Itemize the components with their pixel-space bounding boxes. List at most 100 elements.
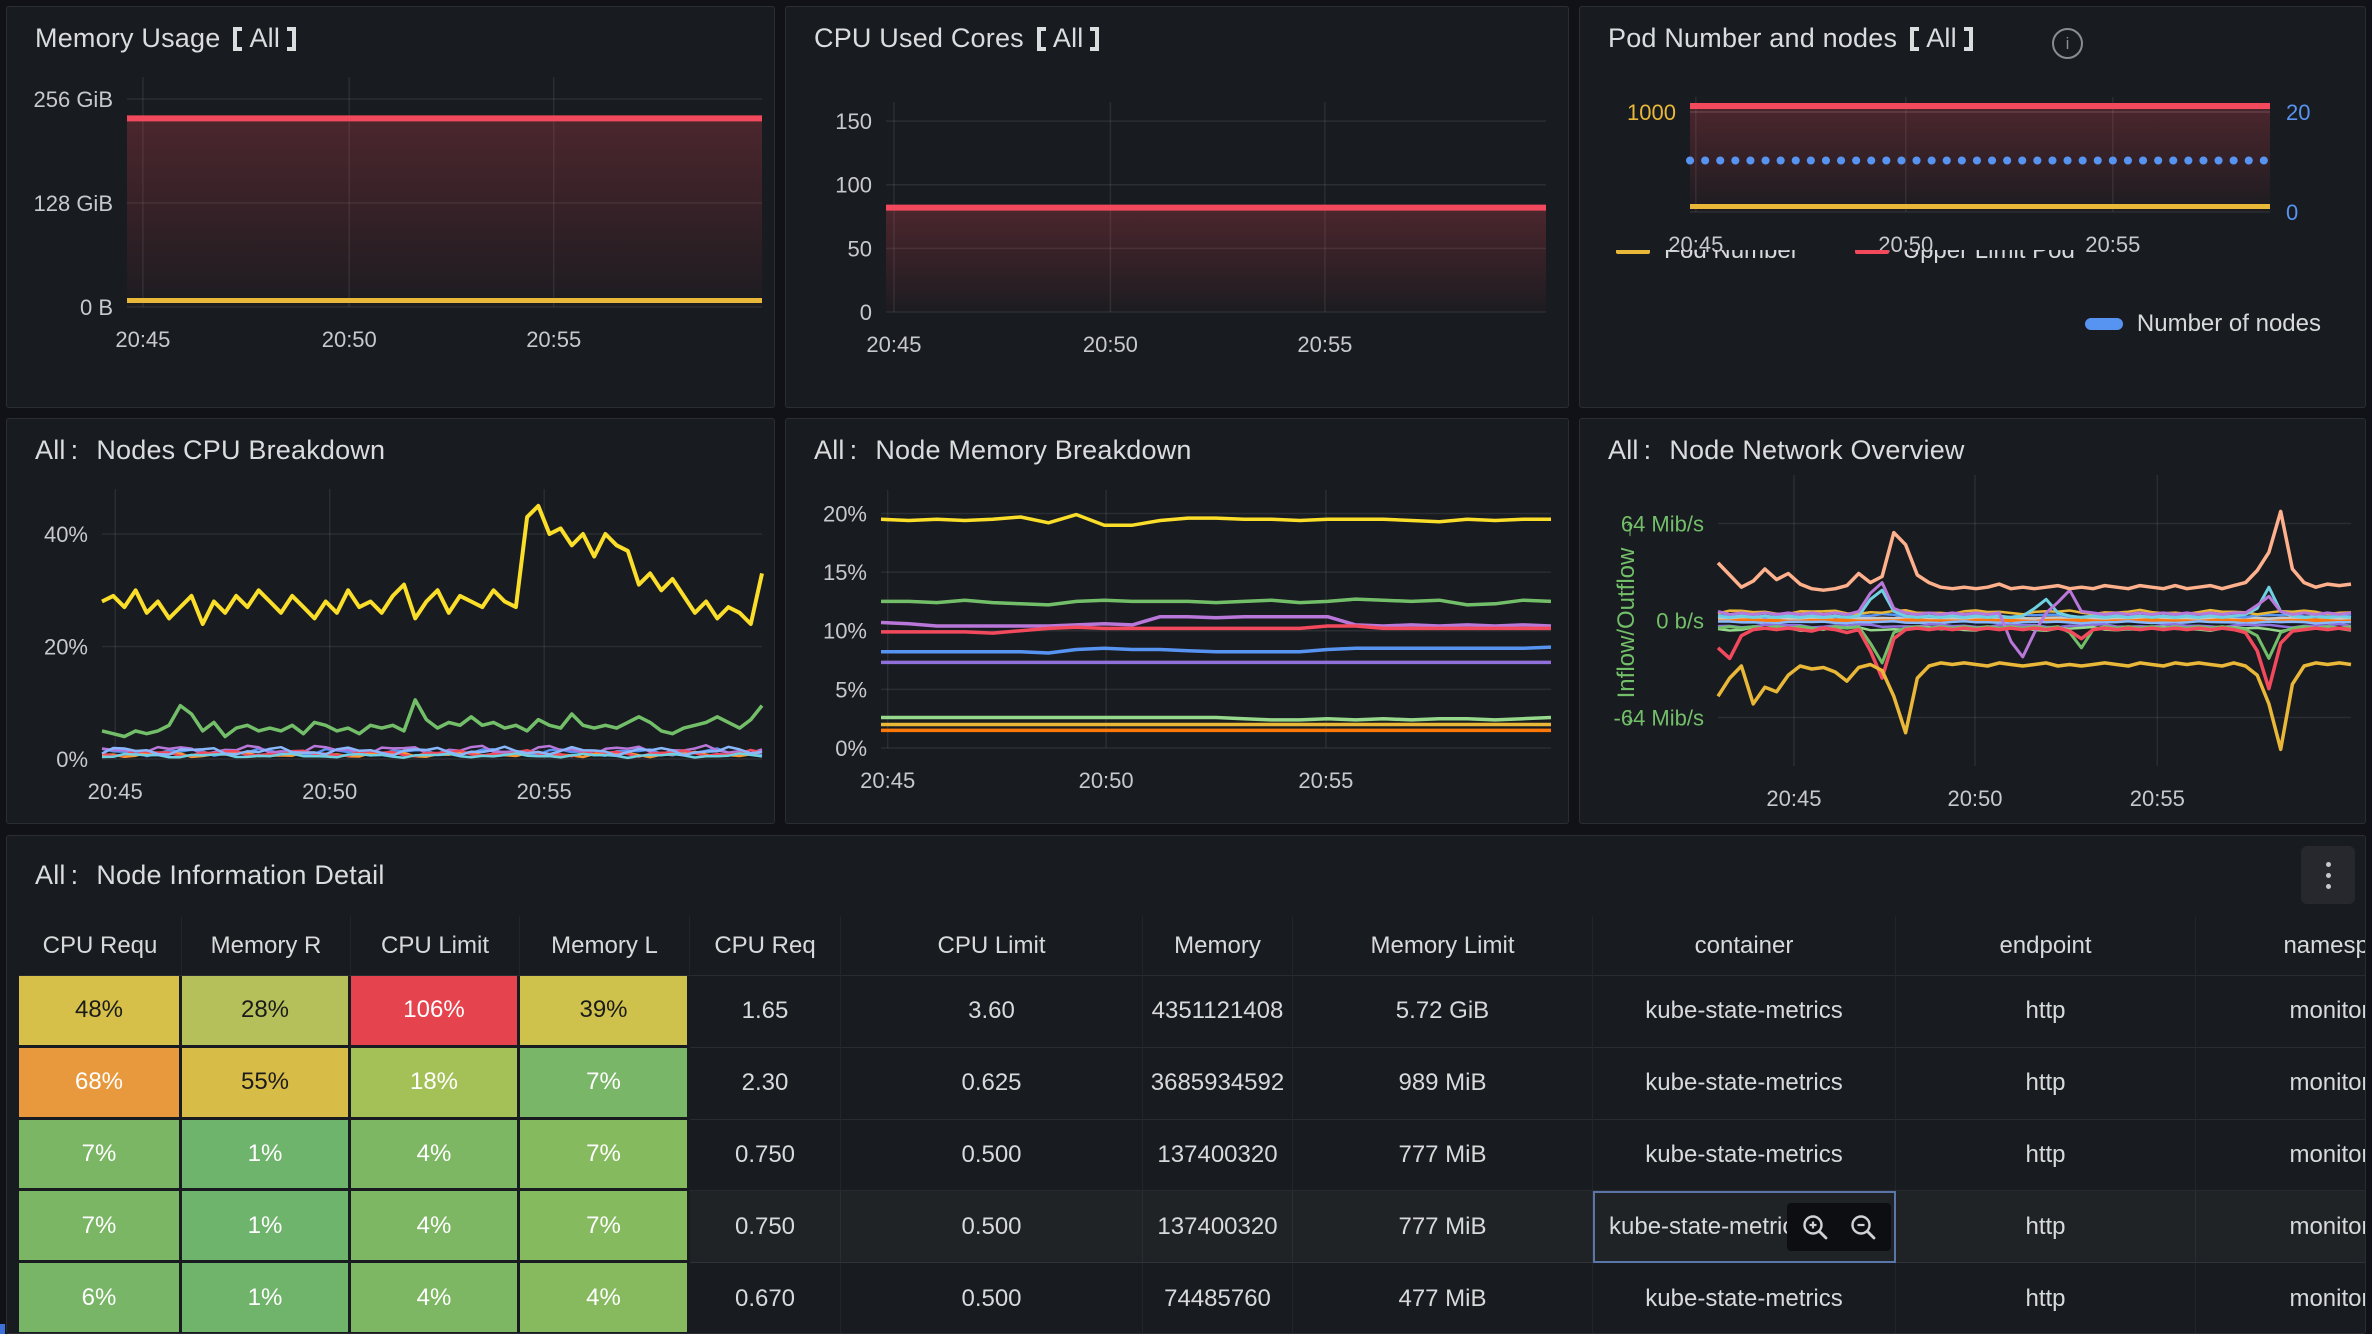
x-axis-tick-label: 20:50	[1079, 768, 1134, 793]
panel-memory-usage: Memory Usage All 256 GiB 128 GiB 0 B 20:45 2…	[6, 6, 775, 408]
column-header[interactable]: CPU Limit	[841, 916, 1143, 976]
memory-usage-chart[interactable]: 256 GiB 128 GiB 0 B20:45 20:50 20:55	[7, 7, 775, 408]
series-line	[881, 597, 1552, 607]
series-line	[101, 752, 763, 760]
x-axis-tick-label: 20:55	[2130, 786, 2185, 811]
scrollbar-fragment[interactable]	[0, 1324, 5, 1334]
title-prefix: All	[1608, 435, 1639, 465]
panel-title-text: Node Information Detail	[96, 860, 385, 890]
percent-cell: 1%	[182, 1119, 351, 1192]
cpu-used-chart[interactable]: 150 100 50 0 20:45 20:50 20:55	[786, 7, 1569, 408]
legend-color-dash	[1616, 250, 1650, 254]
column-header[interactable]: Memory R	[182, 916, 351, 976]
panel-title-node-table[interactable]: All : Node Information Detail	[35, 860, 385, 891]
table-cell: monitoring	[2196, 1263, 2365, 1333]
panel-title-network[interactable]: All : Node Network Overview	[1608, 435, 1965, 466]
series-line	[881, 645, 1552, 655]
legend-item[interactable]: Upper Limit Pod	[1854, 250, 2075, 265]
kebab-menu-icon[interactable]	[2301, 846, 2355, 904]
table-cell: 777 MiB	[1293, 1191, 1593, 1264]
x-axis-tick-label: 20:45	[866, 332, 921, 357]
table-cell: 137400320	[1143, 1119, 1293, 1192]
column-header[interactable]: Memory Limit	[1293, 916, 1593, 976]
kebab-dot	[2325, 872, 2331, 878]
table-header-row: CPU Requ Memory R CPU Limit Memory L CPU Req…	[19, 916, 2365, 976]
series-line	[101, 698, 764, 739]
column-header[interactable]: Memory L	[520, 916, 690, 976]
legend-label: Upper Limit Pod	[1902, 250, 2075, 264]
panel-title-memory-usage[interactable]: Memory Usage All	[35, 23, 297, 54]
panel-node-information-detail: All : Node Information Detail CPU Requ Me…	[6, 835, 2366, 1334]
column-header[interactable]: CPU Requ	[19, 916, 182, 976]
memory-breakdown-chart[interactable]: 20% 15% 10% 5% 0% 20:45 20:50 20:55	[786, 419, 1569, 824]
series-line	[1716, 661, 2352, 752]
percent-cell: 55%	[182, 1047, 351, 1120]
y-axis-tick-label: 15%	[823, 560, 867, 585]
legend-item[interactable]: Pod Number	[1616, 250, 1799, 265]
bracket-right-icon	[287, 26, 297, 51]
table-cell: 477 MiB	[1293, 1263, 1593, 1333]
column-header[interactable]: container	[1593, 916, 1896, 976]
table-cell: kube-state-metrics	[1593, 1047, 1896, 1120]
info-icon[interactable]: i	[2052, 28, 2083, 59]
table-cell: http	[1896, 1119, 2196, 1192]
y-axis-tick-label: 128 GiB	[34, 191, 114, 216]
x-axis-tick-label: 20:55	[517, 779, 572, 804]
table-cell: 0.750	[690, 1119, 841, 1192]
panel-title-cpu-breakdown[interactable]: All : Nodes CPU Breakdown	[35, 435, 385, 466]
bracket-left-icon	[1036, 26, 1046, 51]
percent-cell: 7%	[520, 1119, 690, 1192]
series-fill	[886, 207, 1546, 312]
x-axis-tick-label: 20:50	[1947, 786, 2002, 811]
series-line	[1717, 585, 2352, 619]
kebab-dot	[2325, 883, 2331, 889]
percent-cell: 18%	[351, 1047, 520, 1120]
panel-title-memory-breakdown[interactable]: All : Node Memory Breakdown	[814, 435, 1192, 466]
x-axis-tick-label: 20:50	[322, 327, 377, 352]
y-axis-tick-label: 0 B	[80, 295, 113, 320]
bracket-text: All	[1052, 23, 1084, 53]
cpu-breakdown-chart[interactable]: 40% 20% 0%20:45 20:50 20:55	[7, 419, 775, 824]
zoom-out-icon[interactable]	[1848, 1212, 1878, 1242]
column-header[interactable]: CPU Limit	[351, 916, 520, 976]
y-axis-tick-label: 0%	[835, 736, 867, 761]
column-header[interactable]: Memory	[1143, 916, 1293, 976]
bracket-left-icon	[233, 26, 243, 51]
panel-title-cpu-used[interactable]: CPU Used Cores All	[814, 23, 1100, 54]
legend-color-dash	[1854, 250, 1889, 254]
table-cell: monitoring	[2196, 1191, 2365, 1264]
y-axis-tick-label: 0	[860, 300, 872, 325]
x-axis-tick-label: 20:45	[860, 768, 915, 793]
inflow-outflow-axis-label: ← Inflow/Outflow →	[1613, 516, 1640, 730]
cell-filter-toolbar	[1787, 1202, 1891, 1251]
legend-label[interactable]: Number of nodes	[2136, 310, 2321, 337]
percent-cell: 4%	[351, 1191, 520, 1264]
column-header[interactable]: endpoint	[1896, 916, 2196, 976]
panel-title-pod-nodes[interactable]: Pod Number and nodes All	[1608, 23, 1973, 54]
panel-nodes-cpu-breakdown: All : Nodes CPU Breakdown 40% 20% 0% 20:45 2…	[6, 418, 775, 824]
y-axis-tick-label: 1000	[1627, 100, 1676, 125]
y-axis-tick-label: 0 b/s	[1656, 609, 1704, 634]
series-line	[1716, 626, 2352, 691]
column-header[interactable]: CPU Req	[690, 916, 841, 976]
x-axis-tick-label: 20:50	[302, 779, 357, 804]
y-axis-tick-label: 20%	[823, 501, 867, 526]
network-chart[interactable]: 64 Mib/s 0 b/s -64 Mib/s 20:45 20:50 20:55	[1580, 419, 2366, 824]
percent-cell: 6%	[19, 1263, 182, 1333]
title-colon: :	[1643, 435, 1652, 465]
series-line	[101, 503, 764, 626]
column-header[interactable]: namespace	[2196, 916, 2365, 976]
series-line	[1717, 581, 2352, 659]
percent-cell: 1%	[182, 1191, 351, 1264]
table-cell[interactable]: kube-state-metrics	[1593, 1191, 1896, 1264]
panel-title-text: Pod Number and nodes	[1608, 23, 1898, 53]
legend-number-of-nodes: Number of nodes	[2084, 310, 2321, 338]
panel-node-memory-breakdown: All : Node Memory Breakdown 20% 15% 10% 5% 0…	[785, 418, 1569, 824]
table-cell: 0.625	[841, 1047, 1143, 1120]
title-prefix: All	[35, 435, 66, 465]
info-glyph: i	[2065, 33, 2070, 53]
percent-cell: 7%	[19, 1119, 182, 1192]
zoom-in-icon[interactable]	[1800, 1212, 1830, 1242]
